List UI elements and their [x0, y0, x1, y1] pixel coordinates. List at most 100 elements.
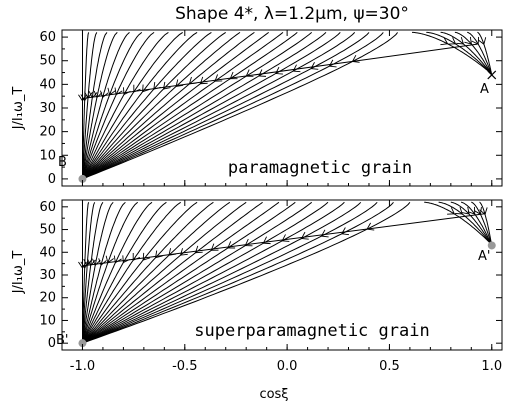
flow-arrow — [179, 248, 188, 256]
flow-arrow — [440, 37, 449, 46]
trajectory-curve — [82, 201, 329, 344]
flow-arrow — [300, 231, 309, 240]
trajectory-curve — [82, 32, 341, 180]
flow-arrow — [341, 227, 350, 236]
trajectory-curve — [82, 201, 247, 344]
trajectory-curve — [82, 31, 155, 180]
x-tick-label: -1.0 — [70, 359, 95, 374]
attractor-label-b: B — [58, 155, 67, 170]
trajectory-curve — [82, 201, 280, 344]
trajectory-curve — [450, 201, 492, 245]
trajectory-curve — [479, 201, 493, 246]
trajectory-curve — [82, 31, 269, 180]
y-tick-label: 0 — [48, 336, 56, 351]
flow-arrow — [210, 243, 219, 251]
panel-bottom-superparamagnetic: 0 10 20 30 40 50 60 -1.0 -0.5 0.0 0.5 1.0 superpara… — [11, 199, 503, 374]
trajectory-curve — [82, 32, 98, 179]
attractor-label-a-prime: A' — [478, 249, 490, 264]
flow-arrow — [100, 90, 109, 99]
flow-arrow — [479, 207, 488, 216]
trajectory-curve — [471, 201, 493, 246]
trajectory-curve — [82, 201, 378, 344]
flow-arrow — [461, 206, 470, 215]
trajectory-curve — [82, 201, 114, 344]
trajectory-curve — [82, 201, 181, 344]
trajectory-curve — [82, 32, 398, 180]
trajectory-curve — [82, 31, 212, 180]
trajectory-curve — [82, 31, 198, 180]
flow-arrow — [142, 84, 150, 93]
trajectory-curve — [82, 202, 90, 344]
trajectory-curve — [82, 201, 394, 344]
trajectory-curve — [467, 31, 493, 75]
trajectory-curve — [412, 31, 492, 74]
panel-label-paramagnetic: paramagnetic grain — [228, 158, 412, 178]
trajectory-curve — [82, 32, 327, 180]
y-tick-label: 10 — [39, 313, 56, 328]
panel-label-superparamagnetic: superparamagnetic grain — [194, 321, 429, 341]
trajectory-curve — [454, 31, 492, 75]
trajectory-curve — [426, 31, 492, 74]
trajectory-curve — [82, 32, 108, 179]
flow-arrow — [98, 258, 107, 266]
flow-arrow — [292, 64, 301, 73]
x-tick-label: 1.0 — [481, 359, 502, 374]
separatrix-line — [82, 43, 478, 100]
trajectory-curve — [82, 31, 169, 180]
trajectory-curve — [82, 31, 183, 180]
flow-arrow — [175, 79, 184, 87]
trajectory-curve — [82, 201, 263, 344]
trajectory-curve — [82, 32, 284, 180]
trajectory-curve — [82, 31, 241, 180]
trajectory-curve — [82, 201, 345, 344]
trajectory-curve — [82, 201, 296, 344]
y-tick-label: 30 — [39, 101, 56, 116]
y-tick-label: 40 — [39, 77, 56, 92]
flow-arrow — [320, 229, 329, 238]
flow-arrow — [262, 236, 271, 245]
flow-arrow — [328, 59, 337, 68]
y-tick-label: 20 — [39, 291, 56, 306]
flow-arrow — [275, 66, 283, 75]
x-axis-label: cosξ — [259, 387, 288, 402]
y-tick-label: 50 — [39, 223, 56, 238]
y-axis-label: J/I₁ω_T — [11, 87, 26, 131]
flow-arrow — [199, 76, 208, 85]
trajectory-curve — [82, 32, 370, 180]
flow-arrow — [162, 81, 171, 90]
trajectory-curve — [82, 201, 126, 344]
trajectory-curve — [82, 201, 362, 344]
x-tick-label: -0.5 — [172, 359, 197, 374]
flow-arrow — [227, 241, 236, 249]
trajectory-group — [78, 31, 497, 183]
flow-arrow — [448, 37, 457, 45]
trajectory-curve — [82, 201, 231, 344]
trajectory-curve — [82, 201, 313, 344]
trajectory-curve — [82, 31, 226, 180]
flow-arrow — [113, 255, 122, 264]
y-tick-label: 30 — [39, 268, 56, 283]
trajectory-curve — [82, 202, 96, 344]
trajectory-curve — [82, 31, 255, 180]
trajectory-curve — [82, 32, 313, 180]
trajectory-curve — [82, 201, 214, 344]
panel-top-paramagnetic: 0 10 20 30 40 50 60 paramagnetic grain J/I₁ω_T… — [11, 29, 503, 187]
x-tick-label: 0.5 — [379, 359, 400, 374]
x-tick-label: 0.0 — [277, 359, 298, 374]
trajectory-curve — [82, 32, 90, 179]
figure-title: Shape 4*, λ=1.2μm, ψ=30° — [175, 4, 409, 24]
trajectory-curve — [82, 32, 384, 180]
axis-ticks: 0 10 20 30 40 50 60 — [39, 30, 502, 187]
flow-arrow — [464, 36, 472, 45]
flow-arrow — [447, 207, 455, 215]
trajectory-curve — [82, 201, 167, 344]
y-tick-label: 60 — [39, 200, 56, 215]
attractor-label-a: A — [480, 82, 489, 97]
y-tick-label: 40 — [39, 245, 56, 260]
trajectory-curve — [82, 32, 118, 179]
y-tick-label: 60 — [39, 30, 56, 45]
trajectory-curve — [82, 32, 298, 180]
trajectory-curve — [82, 32, 143, 180]
flow-arrow — [455, 206, 463, 215]
